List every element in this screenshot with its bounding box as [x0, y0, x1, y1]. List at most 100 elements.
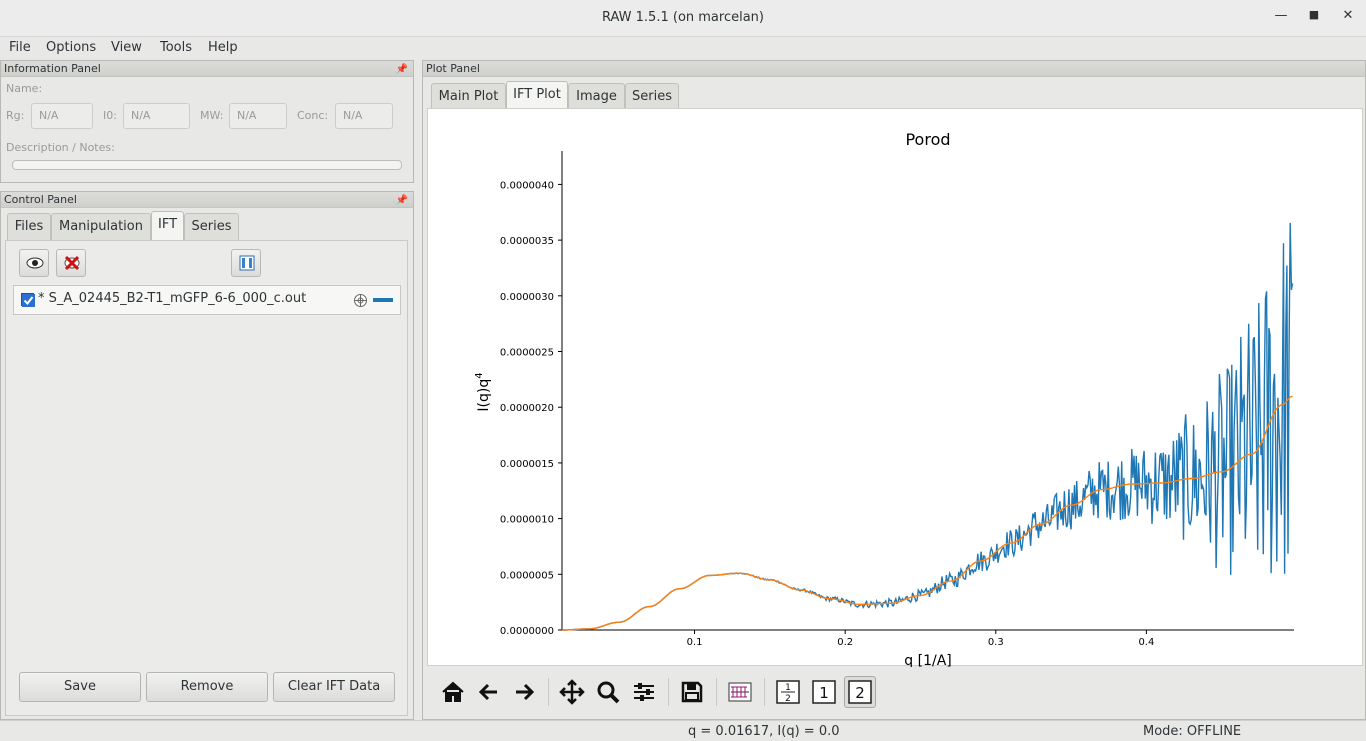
cursor-readout: q = 0.01617, I(q) = 0.0: [688, 724, 840, 739]
menu-options[interactable]: Options: [46, 40, 97, 55]
two-label: 2: [855, 684, 865, 702]
tab-image[interactable]: Image: [568, 83, 625, 111]
tab-main-plot[interactable]: Main Plot: [431, 83, 506, 111]
porod-chart[interactable]: Porod 0.1 0.2 0.3 0.4 0.0000000 0.0000005 0.00…: [428, 109, 1364, 667]
home-button[interactable]: [437, 676, 469, 708]
description-label: Description / Notes:: [6, 141, 115, 154]
tab-series[interactable]: Series: [184, 213, 239, 241]
y-axis-label: I(q)q4: [474, 372, 492, 411]
menubar: File Options View Tools Help: [0, 37, 1366, 60]
back-arrow-icon: [478, 683, 497, 701]
information-panel-header: Information Panel 📌: [1, 61, 413, 77]
x-tick-label: 0.2: [837, 637, 853, 648]
pan-button[interactable]: [556, 676, 588, 708]
pan-icon: [559, 679, 585, 705]
mw-label: MW:: [200, 109, 224, 122]
toolbar-divider: [764, 678, 765, 706]
list-item[interactable]: * S_A_02445_B2-T1_mGFP_6-6_000_c.out: [13, 285, 401, 315]
window-title: RAW 1.5.1 (on marcelan): [601, 10, 764, 25]
tab-series[interactable]: Series: [625, 83, 679, 111]
data-series-line: [562, 222, 1294, 631]
i0-field: N/A: [123, 103, 190, 129]
plot-canvas[interactable]: Porod 0.1 0.2 0.3 0.4 0.0000000 0.0000005 0.00…: [427, 108, 1364, 667]
statusbar: q = 0.01617, I(q) = 0.0 Mode: OFFLINE: [0, 720, 1366, 741]
tab-ift-plot[interactable]: IFT Plot: [506, 81, 568, 111]
one-label: 1: [819, 684, 829, 702]
fit-series-line: [562, 395, 1293, 631]
y-tick-label: 0.0000000: [500, 626, 554, 637]
chart-lines: [562, 222, 1294, 631]
line-color-swatch[interactable]: [373, 298, 393, 302]
x-axis-label: q [1/A]: [904, 653, 951, 667]
forward-arrow-icon: [516, 683, 535, 701]
y-axis-label-text: I(q)q: [476, 379, 492, 412]
toolbar-divider: [548, 678, 549, 706]
conc-field: N/A: [335, 103, 393, 129]
plot-one-button[interactable]: 1: [808, 676, 840, 708]
menu-view[interactable]: View: [111, 40, 142, 55]
rg-label: Rg:: [6, 109, 25, 122]
menu-tools[interactable]: Tools: [160, 40, 193, 55]
back-button[interactable]: [473, 676, 505, 708]
y-tick-label: 0.0000015: [500, 459, 554, 470]
minimize-icon[interactable]: —: [1274, 8, 1288, 23]
x-tick-label: 0.3: [988, 637, 1004, 648]
y-tick-label: 0.0000010: [500, 515, 554, 526]
show-all-button[interactable]: [19, 249, 49, 277]
y-tick-label: 0.0000025: [500, 348, 554, 359]
close-icon[interactable]: ✕: [1342, 8, 1354, 23]
ift-tab-content: [5, 240, 408, 716]
plot-panel-title: Plot Panel: [426, 62, 480, 75]
clear-ift-button[interactable]: Clear IFT Data: [273, 672, 395, 702]
information-panel-title: Information Panel: [4, 62, 101, 75]
plot-toolbar: 1 2 1 2: [431, 670, 1357, 714]
name-label: Name:: [6, 82, 43, 95]
two-plots-button[interactable]: 1 2: [772, 676, 804, 708]
target-icon[interactable]: [353, 293, 368, 308]
save-figure-button[interactable]: [676, 676, 708, 708]
toolbar-divider: [716, 678, 717, 706]
half-top-label: 1: [785, 683, 791, 693]
y-tick-label: 0.0000035: [500, 236, 554, 247]
control-panel-header: Control Panel 📌: [1, 192, 413, 208]
y-tick-label: 0.0000030: [500, 292, 554, 303]
mode-status: Mode: OFFLINE: [1143, 724, 1242, 739]
y-tick-label: 0.0000040: [500, 180, 554, 191]
plot-two-button[interactable]: 2: [844, 676, 876, 708]
maximize-icon[interactable]: ■: [1308, 8, 1320, 21]
columns-button[interactable]: [231, 249, 261, 277]
remove-button[interactable]: Remove: [146, 672, 268, 702]
item-checkbox[interactable]: [21, 293, 35, 307]
menu-file[interactable]: File: [9, 40, 31, 55]
item-label: * S_A_02445_B2-T1_mGFP_6-6_000_c.out: [38, 291, 307, 306]
zoom-icon: [597, 681, 620, 704]
zoom-button[interactable]: [592, 676, 624, 708]
description-field[interactable]: [12, 160, 402, 170]
forward-button[interactable]: [508, 676, 540, 708]
save-button[interactable]: Save: [19, 672, 141, 702]
errorbar-button[interactable]: [724, 676, 756, 708]
one-icon: 1: [812, 680, 836, 704]
i0-label: I0:: [103, 109, 117, 122]
x-tick-label: 0.4: [1138, 637, 1154, 648]
configure-button[interactable]: [628, 676, 660, 708]
conc-label: Conc:: [297, 109, 329, 122]
mw-field: N/A: [229, 103, 287, 129]
chart-title: Porod: [905, 130, 950, 149]
tab-ift[interactable]: IFT: [151, 211, 184, 241]
hide-all-button[interactable]: [56, 249, 86, 277]
x-tick-label: 0.1: [687, 637, 703, 648]
menu-help[interactable]: Help: [208, 40, 238, 55]
plot-panel-header: Plot Panel: [423, 61, 1365, 77]
eye-icon: [26, 257, 44, 269]
tab-files[interactable]: Files: [7, 213, 51, 241]
columns-icon: [239, 255, 255, 271]
toolbar-divider: [668, 678, 669, 706]
half-icon: 1 2: [776, 680, 800, 704]
configure-icon: [634, 683, 654, 701]
pin-icon[interactable]: 📌: [395, 195, 408, 206]
window-titlebar: RAW 1.5.1 (on marcelan) — ■ ✕: [0, 0, 1366, 37]
y-tick-label: 0.0000020: [500, 403, 554, 414]
pin-icon[interactable]: 📌: [395, 64, 408, 75]
tab-manipulation[interactable]: Manipulation: [51, 213, 151, 241]
